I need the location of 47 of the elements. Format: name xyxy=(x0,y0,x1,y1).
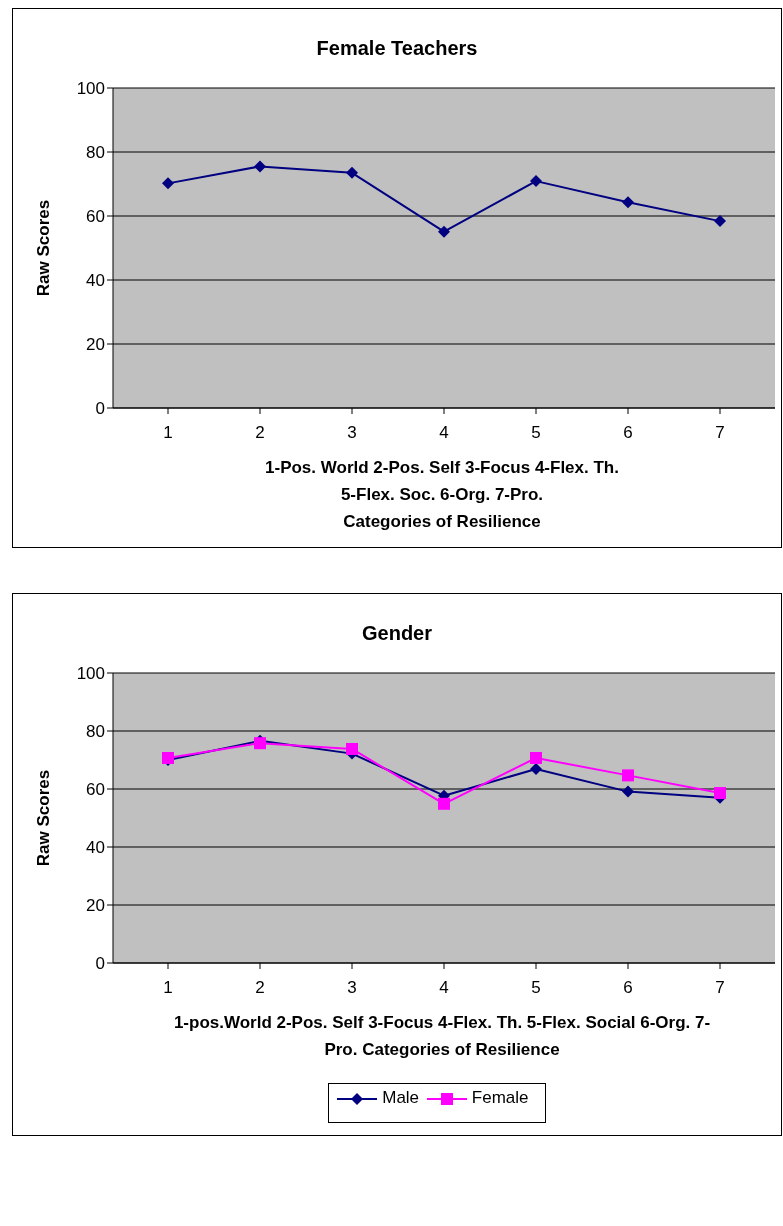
x-axis-title: 1-pos.World 2-Pos. Self 3-Focus 4-Flex. Th. 5-Flex. Social 6-Org. 7-Pro. Categories of Resilience xyxy=(172,1012,712,1061)
point xyxy=(254,160,266,173)
point xyxy=(714,787,726,800)
y-tick-label: 20 xyxy=(86,896,105,916)
y-axis-title: Raw Scores xyxy=(34,769,54,867)
y-tick-label: 60 xyxy=(86,207,105,227)
y-axis-title: Raw Scores xyxy=(34,199,54,297)
x-tick-label: 3 xyxy=(347,423,357,443)
x-tick-label: 2 xyxy=(255,978,265,998)
x-tick-label: 3 xyxy=(347,978,357,998)
x-tick-label: 7 xyxy=(715,423,725,443)
x-tick-label: 5 xyxy=(531,978,541,998)
y-tick-label: 80 xyxy=(86,143,105,163)
point xyxy=(622,785,634,798)
point xyxy=(346,742,358,755)
point xyxy=(346,166,358,179)
y-tick-label: 20 xyxy=(86,335,105,355)
y-tick-label: 40 xyxy=(86,838,105,858)
chart-title: Gender xyxy=(361,622,433,645)
x-tick-label: 6 xyxy=(623,423,633,443)
legend-label: Female xyxy=(470,1088,529,1107)
y-tick-label: 100 xyxy=(76,79,105,99)
legend-label: Male xyxy=(381,1088,420,1107)
point xyxy=(530,175,542,188)
x-tick-label: 4 xyxy=(439,423,449,443)
point xyxy=(714,215,726,228)
y-tick-label: 0 xyxy=(95,954,105,974)
x-axis-title: 1-Pos. World 2-Pos. Self 3-Focus 4-Flex. Th. 5-Flex. Soc. 6-Org. 7-Pro. Categories of Resilience xyxy=(264,457,620,533)
point xyxy=(530,751,542,764)
y-tick-label: 60 xyxy=(86,780,105,800)
y-tick-label: 100 xyxy=(76,664,105,684)
x-tick-label: 4 xyxy=(439,978,449,998)
point xyxy=(622,196,634,209)
x-tick-label: 2 xyxy=(255,423,265,443)
chart-title: Female Teachers xyxy=(315,37,479,60)
point xyxy=(438,797,450,810)
x-tick-label: 1 xyxy=(163,423,173,443)
point xyxy=(162,177,174,190)
x-tick-label: 5 xyxy=(531,423,541,443)
point xyxy=(622,769,634,782)
x-tick-label: 1 xyxy=(163,978,173,998)
x-tick-label: 7 xyxy=(715,978,725,998)
y-tick-label: 80 xyxy=(86,722,105,742)
x-tick-label: 6 xyxy=(623,978,633,998)
y-tick-label: 40 xyxy=(86,271,105,291)
point xyxy=(438,225,450,238)
y-tick-label: 0 xyxy=(95,399,105,419)
